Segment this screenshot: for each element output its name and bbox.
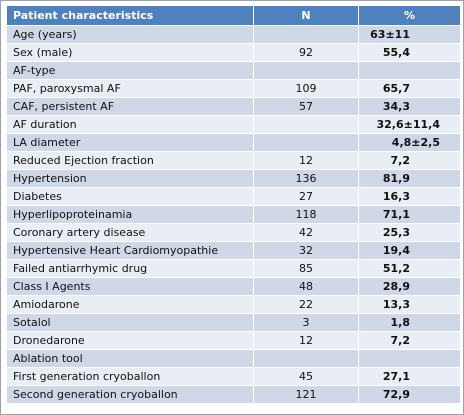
table-row: LA diameter 4,8±2,5 (6, 133, 461, 152)
row-percent-value: 32,6±11,4 (358, 115, 461, 134)
row-label: Reduced Ejection fraction (6, 151, 254, 170)
row-label: Amiodarone (6, 295, 254, 314)
header-percent: % (358, 5, 461, 26)
row-n-value: 42 (253, 223, 359, 242)
row-label: Failed antiarrhymic drug (6, 259, 254, 278)
table-row: CAF, persistent AF 57 34,3 (6, 97, 461, 116)
row-percent-value: 16,3 (358, 187, 461, 206)
table-body: Age (years) 63±11 Sex (male) 92 55,4 AF-type P… (6, 25, 461, 404)
table-row: Dronedarone 12 7,2 (6, 331, 461, 350)
row-label: Hypertension (6, 169, 254, 188)
row-percent-value: 81,9 (358, 169, 461, 188)
row-n-value: 32 (253, 241, 359, 260)
table-row: Sotalol 3 1,8 (6, 313, 461, 332)
row-percent-value: 51,2 (358, 259, 461, 278)
row-label: Sex (male) (6, 43, 254, 62)
row-label: PAF, paroxysmal AF (6, 79, 254, 98)
row-n-value: 27 (253, 187, 359, 206)
row-label: Hypertensive Heart Cardiomyopathie (6, 241, 254, 260)
row-n-value (253, 61, 359, 80)
row-percent-value: 55,4 (358, 43, 461, 62)
row-percent-value: 63±11 (358, 25, 461, 44)
table-row: AF duration 32,6±11,4 (6, 115, 461, 134)
table-row: AF-type (6, 61, 461, 80)
table-row: Reduced Ejection fraction 12 7,2 (6, 151, 461, 170)
row-n-value: 92 (253, 43, 359, 62)
row-percent-value: 1,8 (358, 313, 461, 332)
row-n-value: 118 (253, 205, 359, 224)
table-row: Sex (male) 92 55,4 (6, 43, 461, 62)
row-percent-value: 7,2 (358, 331, 461, 350)
row-n-value (253, 349, 359, 368)
row-label: Coronary artery disease (6, 223, 254, 242)
row-percent-value (358, 61, 461, 80)
row-label: Second generation cryoballon (6, 385, 254, 404)
row-percent-value: 72,9 (358, 385, 461, 404)
row-label: Dronedarone (6, 331, 254, 350)
row-n-value: 22 (253, 295, 359, 314)
table-row: Failed antiarrhymic drug 85 51,2 (6, 259, 461, 278)
row-percent-value: 19,4 (358, 241, 461, 260)
row-label: AF duration (6, 115, 254, 134)
table-row: Coronary artery disease 42 25,3 (6, 223, 461, 242)
row-n-value: 85 (253, 259, 359, 278)
table-row: Class I Agents 48 28,9 (6, 277, 461, 296)
table-row: Age (years) 63±11 (6, 25, 461, 44)
row-label: Sotalol (6, 313, 254, 332)
row-n-value (253, 25, 359, 44)
row-percent-value: 7,2 (358, 151, 461, 170)
row-percent-value (358, 349, 461, 368)
row-label: First generation cryoballon (6, 367, 254, 386)
row-n-value: 45 (253, 367, 359, 386)
table-row: Hypertensive Heart Cardiomyopathie 32 19,4 (6, 241, 461, 260)
patient-characteristics-table: Patient characteristics N % Age (years) 6… (6, 5, 461, 404)
row-n-value: 109 (253, 79, 359, 98)
row-label: Hyperlipoproteinamia (6, 205, 254, 224)
row-percent-value: 28,9 (358, 277, 461, 296)
row-label: Diabetes (6, 187, 254, 206)
row-label: Class I Agents (6, 277, 254, 296)
row-n-value: 136 (253, 169, 359, 188)
row-n-value: 57 (253, 97, 359, 116)
header-patient-characteristics: Patient characteristics (6, 5, 254, 26)
row-label: LA diameter (6, 133, 254, 152)
row-label: CAF, persistent AF (6, 97, 254, 116)
row-percent-value: 65,7 (358, 79, 461, 98)
row-n-value: 3 (253, 313, 359, 332)
table-row: Amiodarone 22 13,3 (6, 295, 461, 314)
row-label: Age (years) (6, 25, 254, 44)
row-percent-value: 25,3 (358, 223, 461, 242)
header-row: Patient characteristics N % (6, 5, 461, 26)
row-percent-value: 4,8±2,5 (358, 133, 461, 152)
row-n-value: 12 (253, 331, 359, 350)
table-row: Diabetes 27 16,3 (6, 187, 461, 206)
row-percent-value: 71,1 (358, 205, 461, 224)
row-label: AF-type (6, 61, 254, 80)
row-percent-value: 34,3 (358, 97, 461, 116)
row-percent-value: 27,1 (358, 367, 461, 386)
row-n-value: 12 (253, 151, 359, 170)
row-n-value (253, 115, 359, 134)
row-percent-value: 13,3 (358, 295, 461, 314)
header-n: N (253, 5, 359, 26)
row-n-value (253, 133, 359, 152)
table-row: Second generation cryoballon 121 72,9 (6, 385, 461, 404)
table-row: Hypertension 136 81,9 (6, 169, 461, 188)
table-row: Ablation tool (6, 349, 461, 368)
table-row: PAF, paroxysmal AF 109 65,7 (6, 79, 461, 98)
row-label: Ablation tool (6, 349, 254, 368)
table-row: First generation cryoballon 45 27,1 (6, 367, 461, 386)
row-n-value: 48 (253, 277, 359, 296)
table-row: Hyperlipoproteinamia 118 71,1 (6, 205, 461, 224)
row-n-value: 121 (253, 385, 359, 404)
